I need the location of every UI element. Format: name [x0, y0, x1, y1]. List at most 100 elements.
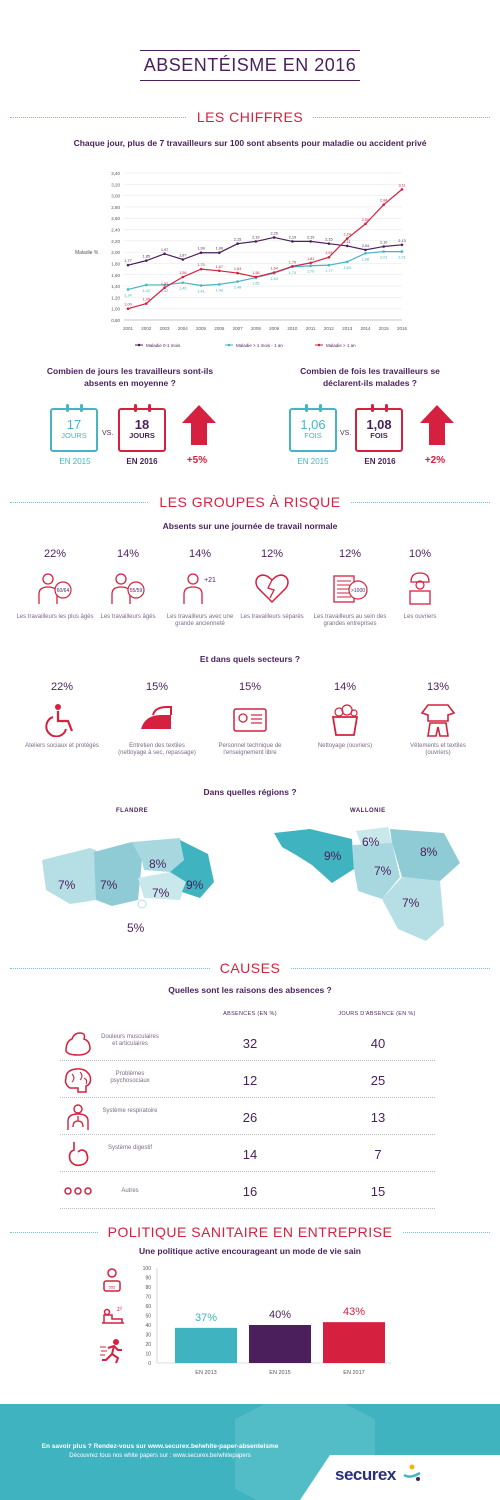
person-body	[183, 586, 203, 604]
year-2015-fois: EN 2015	[297, 457, 329, 466]
risk-group-icon: +21	[183, 573, 216, 604]
body	[67, 1113, 89, 1130]
y-tick-label: 30	[145, 1333, 151, 1339]
x-tick-label: 2008	[251, 326, 262, 331]
data-point	[309, 264, 312, 268]
data-label: 1,42	[161, 289, 168, 293]
wallonie-label: WALLONIE	[350, 808, 386, 814]
cause-days-value: 40	[370, 1036, 386, 1051]
card	[233, 708, 267, 732]
cause-days-value: 25	[370, 1073, 386, 1088]
data-point	[181, 275, 185, 279]
data-label: 2,01	[398, 256, 405, 260]
risk-group-icon	[409, 572, 431, 605]
data-label: 2,19	[289, 235, 296, 239]
y-tick-label: 3,40	[111, 171, 120, 176]
x-tick-label: 2016	[397, 326, 408, 331]
table-row-divider	[60, 1097, 435, 1098]
data-label: 2,50	[362, 218, 369, 222]
region-walloon-brabant	[356, 827, 392, 847]
data-label: 1,37	[161, 282, 168, 286]
data-point	[382, 245, 386, 248]
data-point	[199, 267, 203, 271]
legend-marker	[317, 343, 321, 347]
region-flemish-brabant	[138, 872, 186, 900]
x-tick-label: 2014	[360, 326, 371, 331]
data-point	[254, 240, 258, 243]
brain-shape	[64, 1068, 92, 1093]
risk-group-percent: 14%	[188, 548, 212, 560]
data-label: 1,87	[179, 254, 186, 258]
y-tick-label: 20	[145, 1342, 151, 1348]
person-body	[111, 586, 131, 604]
sleep-icon: z²	[102, 1307, 124, 1324]
title-underline-top	[140, 50, 360, 51]
x-tick-label: 2002	[141, 326, 152, 331]
footer-line1[interactable]: En savoir plus ? Rendez-vous sur www.sec…	[41, 1443, 279, 1450]
data-point	[327, 263, 331, 267]
data-label: 1,91	[325, 251, 332, 255]
scale-person-icon: 555	[103, 1268, 121, 1292]
data-point	[327, 242, 331, 245]
bar	[323, 1322, 385, 1363]
footer-line2[interactable]: Découvrez tous nos white papers sur : ww…	[69, 1453, 251, 1459]
risk-group-label: Les travailleurs séparés	[240, 614, 304, 620]
worker-body	[409, 590, 431, 605]
data-label: 1,64	[270, 267, 277, 271]
stomach-shape	[68, 1142, 89, 1167]
data-point	[382, 250, 386, 253]
region-value: 7%	[152, 886, 170, 900]
chiffres-subtitle: Chaque jour, plus de 7 travailleurs sur …	[73, 138, 427, 148]
cause-days-value: 15	[370, 1184, 386, 1199]
data-label: 1,85	[143, 255, 150, 259]
cause-label: Système respiratoire	[102, 1108, 158, 1114]
cause-label: Problèmes psychosociaux	[110, 1071, 150, 1084]
regions-subtitle: Dans quelles régions ?	[203, 787, 297, 797]
region-value: 6%	[362, 835, 380, 849]
data-label: 1,56	[179, 271, 186, 275]
count-text: >1000	[351, 588, 365, 594]
data-label: 1,41	[197, 290, 204, 294]
data-label: 1,98	[362, 257, 369, 261]
iron-base	[141, 715, 171, 729]
y-tick-label: 0	[148, 1361, 151, 1367]
region-hainaut	[274, 829, 354, 883]
sector-label: Vêtements et textiles (ouvriers)	[410, 743, 466, 756]
region-value: 7%	[402, 896, 420, 910]
y-tick-label: 2,60	[111, 216, 120, 221]
table-row-divider	[60, 1060, 435, 1061]
bucket	[331, 716, 359, 736]
up-arrow-icon	[182, 405, 216, 445]
data-point	[345, 260, 349, 264]
legend-marker	[137, 343, 141, 347]
wheelchair-wheel	[45, 716, 67, 737]
y-tick-label: 2,40	[111, 228, 120, 233]
cause-absences-value: 16	[242, 1184, 258, 1199]
data-label: 2,19	[252, 235, 259, 239]
up-arrow-icon	[420, 405, 454, 445]
svg-text:555: 555	[109, 1285, 116, 1290]
x-tick-label: 2013	[342, 326, 353, 331]
risk-group-label: Les travailleurs les plus âgés	[16, 614, 94, 620]
data-point	[218, 269, 221, 273]
region-west-flanders	[42, 848, 100, 904]
data-label: 1,74	[289, 271, 296, 275]
data-label: 2,11	[344, 240, 351, 244]
age-badge	[54, 581, 72, 599]
region-value: 7%	[58, 878, 76, 892]
risk-group-label: Les travailleurs au sein des grandes ent…	[313, 614, 387, 627]
iron-icon	[141, 706, 172, 729]
risk-group-icon: 55/59	[111, 573, 145, 604]
risk-group-percent: 14%	[116, 548, 140, 560]
cause-days-value: 7	[374, 1147, 382, 1162]
x-tick-label: 2003	[160, 326, 171, 331]
data-point	[163, 252, 166, 256]
bar	[249, 1325, 311, 1363]
sector-label: Entretien des textiles (nettoyage à sec,…	[118, 743, 196, 756]
fois-question: Combien de fois les travailleurs se décl…	[300, 366, 440, 388]
data-label: 1,63	[270, 277, 277, 281]
sector-label: Ateliers sociaux et protégés	[25, 743, 99, 749]
data-point	[236, 271, 239, 275]
bubble	[350, 709, 358, 717]
data-point	[163, 283, 166, 287]
